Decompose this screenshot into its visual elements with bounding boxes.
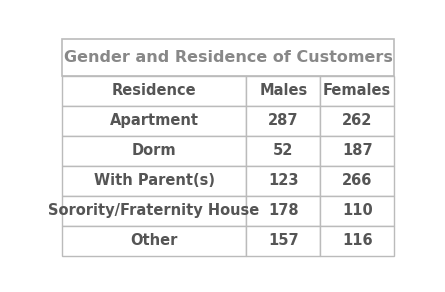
Bar bbox=[62, 166, 247, 196]
Bar bbox=[320, 226, 394, 256]
Bar bbox=[320, 166, 394, 196]
Bar bbox=[62, 76, 247, 106]
Bar bbox=[320, 196, 394, 226]
Text: 287: 287 bbox=[268, 113, 299, 128]
Bar bbox=[62, 196, 247, 226]
Bar bbox=[62, 39, 394, 76]
Text: Apartment: Apartment bbox=[109, 113, 198, 128]
Bar bbox=[247, 226, 320, 256]
Bar bbox=[62, 226, 247, 256]
Text: 178: 178 bbox=[268, 203, 299, 218]
Text: 157: 157 bbox=[268, 233, 299, 248]
Text: 266: 266 bbox=[342, 173, 372, 188]
Text: 262: 262 bbox=[342, 113, 372, 128]
Text: 123: 123 bbox=[268, 173, 299, 188]
Text: Gender and Residence of Customers: Gender and Residence of Customers bbox=[64, 50, 392, 65]
Bar bbox=[247, 136, 320, 166]
Text: Males: Males bbox=[259, 83, 307, 98]
Text: With Parent(s): With Parent(s) bbox=[93, 173, 214, 188]
Text: 52: 52 bbox=[273, 143, 293, 158]
Text: Females: Females bbox=[323, 83, 391, 98]
Bar bbox=[247, 166, 320, 196]
Text: 110: 110 bbox=[342, 203, 372, 218]
Text: Other: Other bbox=[130, 233, 178, 248]
Bar bbox=[320, 76, 394, 106]
Bar bbox=[320, 106, 394, 136]
Bar bbox=[62, 106, 247, 136]
Text: 116: 116 bbox=[342, 233, 372, 248]
Bar bbox=[247, 106, 320, 136]
Bar bbox=[62, 136, 247, 166]
Text: 187: 187 bbox=[342, 143, 372, 158]
Bar bbox=[247, 76, 320, 106]
Text: Residence: Residence bbox=[112, 83, 196, 98]
Text: Dorm: Dorm bbox=[132, 143, 176, 158]
Bar bbox=[320, 136, 394, 166]
Bar bbox=[247, 196, 320, 226]
Text: Sorority/Fraternity House: Sorority/Fraternity House bbox=[49, 203, 260, 218]
